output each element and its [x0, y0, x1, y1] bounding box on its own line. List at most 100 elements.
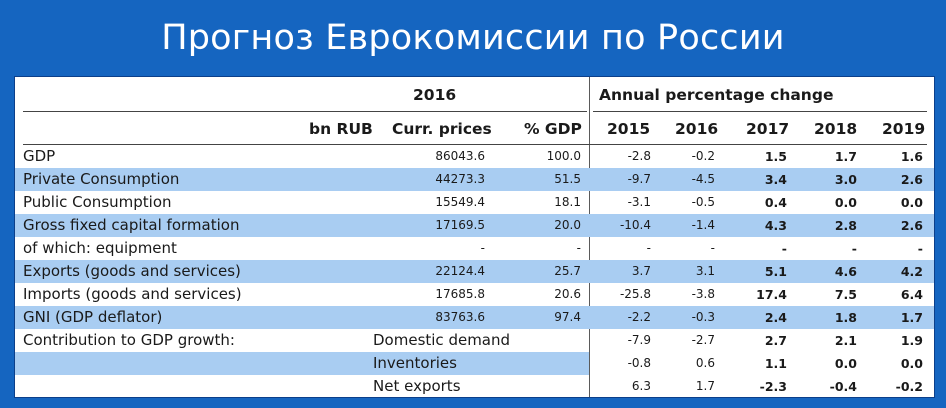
cell-2019: 1.6: [900, 149, 923, 164]
cell-2016: -1.4: [691, 218, 715, 232]
cell-2018: 1.8: [834, 310, 857, 325]
cell-2015: -3.1: [627, 195, 651, 209]
cell-2015: -2.2: [627, 310, 651, 324]
cell-2018: 2.8: [834, 218, 857, 233]
cell-2016: -2.7: [691, 333, 715, 347]
cell-2015: 3.7: [631, 264, 651, 278]
col-header-year-2016: 2016: [675, 120, 719, 138]
row-sublabel: Net exports: [373, 377, 461, 395]
cell-curr-prices: 83763.6: [435, 310, 485, 324]
page-title: Прогноз Еврокомиссии по России: [161, 18, 785, 58]
cell-2015: -25.8: [619, 287, 651, 301]
table-row: of which: equipment - - - - - - -: [15, 237, 934, 260]
header-2016: 2016: [413, 86, 457, 104]
cell-curr-prices: -: [480, 241, 485, 255]
cell-curr-prices: 15549.4: [435, 195, 485, 209]
row-label: Private Consumption: [23, 170, 180, 188]
table-row: GNI (GDP deflator) 83763.6 97.4 -2.2 -0.3 2.4…: [15, 306, 934, 329]
table-row: Net exports 6.3 1.7 -2.3 -0.4 -0.2: [15, 375, 934, 397]
cell-curr-prices: 86043.6: [435, 149, 485, 163]
cell-pct-gdp: [495, 375, 581, 397]
cell-pct-gdp: 20.0: [554, 218, 581, 232]
cell-2016: -0.5: [691, 195, 715, 209]
cell-2019: 2.6: [900, 218, 923, 233]
cell-curr-prices: 17685.8: [435, 287, 485, 301]
cell-2017: -2.3: [759, 379, 787, 394]
row-label: of which: equipment: [23, 239, 177, 257]
cell-pct-gdp: -: [576, 241, 581, 255]
table-row: Imports (goods and services) 17685.8 20.6 -…: [15, 283, 934, 306]
col-header-pct-gdp: % GDP: [524, 120, 582, 138]
cell-2017: 1.5: [764, 149, 787, 164]
cell-pct-gdp: [495, 329, 581, 352]
cell-pct-gdp: 20.6: [554, 287, 581, 301]
row-label: GDP: [23, 147, 56, 165]
cell-2019: 6.4: [900, 287, 923, 302]
cell-2017: 4.3: [764, 218, 787, 233]
table-row: Private Consumption 44273.3 51.5 -9.7 -4.5 3.…: [15, 168, 934, 191]
cell-2017: 17.4: [756, 287, 787, 302]
forecast-table: 2016 Annual percentage change bn RUB Cur…: [14, 76, 935, 398]
cell-2017: 1.1: [764, 356, 787, 371]
cell-pct-gdp: [495, 352, 581, 375]
col-header-year-2018: 2018: [814, 120, 858, 138]
cell-2016: -0.3: [691, 310, 715, 324]
cell-pct-gdp: 25.7: [554, 264, 581, 278]
cell-2016: -0.2: [691, 149, 715, 163]
cell-2016: -4.5: [691, 172, 715, 186]
cell-2018: 4.6: [834, 264, 857, 279]
header-bottom-rule: [23, 144, 927, 145]
cell-2019: -: [917, 241, 923, 256]
cell-2018: 3.0: [834, 172, 857, 187]
cell-pct-gdp: 51.5: [554, 172, 581, 186]
cell-2019: 4.2: [900, 264, 923, 279]
cell-pct-gdp: 97.4: [554, 310, 581, 324]
row-sublabel: Domestic demand: [373, 331, 511, 349]
cell-2015: -9.7: [627, 172, 651, 186]
header-annual-change: Annual percentage change: [599, 86, 834, 104]
cell-2015: -10.4: [619, 218, 651, 232]
cell-curr-prices: 44273.3: [435, 172, 485, 186]
row-label: Public Consumption: [23, 193, 172, 211]
cell-2016: -3.8: [691, 287, 715, 301]
row-sublabel: Inventories: [373, 354, 457, 372]
cell-2016: 3.1: [695, 264, 715, 278]
cell-2016: 1.7: [695, 379, 715, 393]
cell-curr-prices: 22124.4: [435, 264, 485, 278]
cell-2018: 1.7: [834, 149, 857, 164]
col-header-curr-prices: Curr. prices: [392, 120, 492, 138]
cell-2017: 2.4: [764, 310, 787, 325]
table-row: Gross fixed capital formation 17169.5 20.0…: [15, 214, 934, 237]
cell-pct-gdp: 18.1: [554, 195, 581, 209]
col-header-year-2017: 2017: [746, 120, 790, 138]
cell-2019: 2.6: [900, 172, 923, 187]
table-row: Contribution to GDP growth: Domestic dema…: [15, 329, 934, 352]
row-label: GNI (GDP deflator): [23, 308, 163, 326]
table-row: Exports (goods and services) 22124.4 25.7 3…: [15, 260, 934, 283]
cell-2015: -0.8: [627, 356, 651, 370]
table-row: GDP 86043.6 100.0 -2.8 -0.2 1.5 1.7 1.6: [15, 145, 934, 168]
cell-2019: 0.0: [900, 195, 923, 210]
table-row: Public Consumption 15549.4 18.1 -3.1 -0.5 0.4…: [15, 191, 934, 214]
cell-2016: 0.6: [695, 356, 715, 370]
cell-2017: 2.7: [764, 333, 787, 348]
cell-2016: -: [710, 241, 715, 255]
cell-2017: 0.4: [764, 195, 787, 210]
cell-2019: 1.7: [900, 310, 923, 325]
cell-2019: 0.0: [900, 356, 923, 371]
row-label: Exports (goods and services): [23, 262, 241, 280]
cell-2019: 1.9: [900, 333, 923, 348]
row-label: Contribution to GDP growth:: [23, 331, 235, 349]
cell-2015: -2.8: [627, 149, 651, 163]
col-header-year-2019: 2019: [882, 120, 926, 138]
cell-2019: -0.2: [895, 379, 923, 394]
header-rule-left: [23, 111, 587, 112]
cell-curr-prices: [395, 375, 485, 397]
column-divider: [589, 77, 590, 397]
cell-2018: -: [851, 241, 857, 256]
cell-2018: 7.5: [834, 287, 857, 302]
cell-2018: 0.0: [834, 195, 857, 210]
cell-2015: -7.9: [627, 333, 651, 347]
cell-2015: -: [646, 241, 651, 255]
col-header-year-2015: 2015: [607, 120, 651, 138]
